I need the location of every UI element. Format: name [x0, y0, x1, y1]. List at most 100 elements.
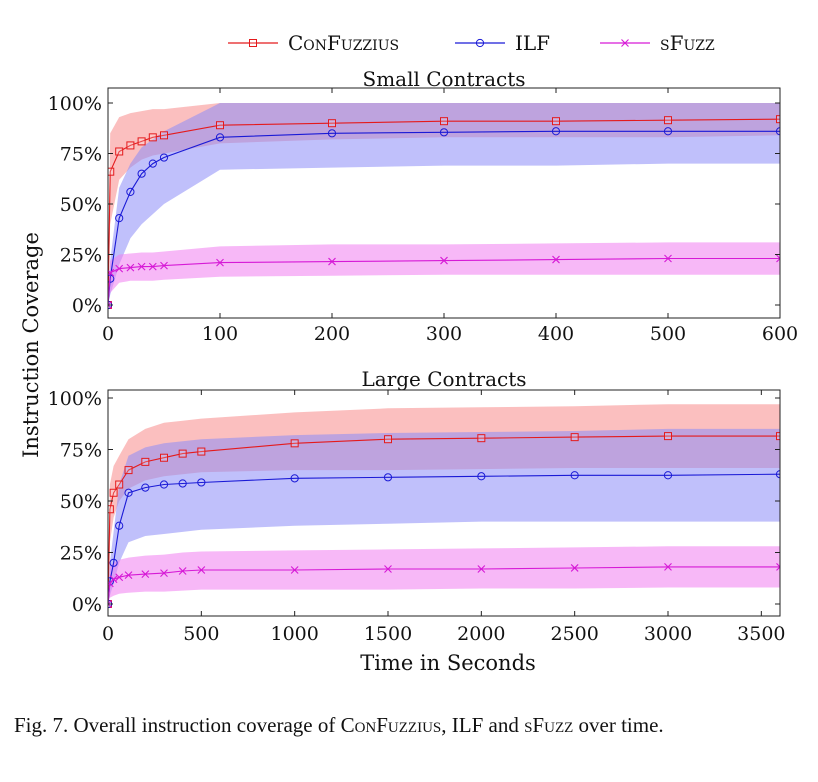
y-tick-label-large: 25%	[60, 543, 102, 565]
x-tick-label-large: 2000	[457, 623, 505, 645]
x-tick-label-small: 600	[762, 323, 798, 345]
point-ilf-large	[124, 488, 133, 497]
point-ilf-large	[290, 474, 299, 483]
x-tick-label-large: 2500	[550, 623, 598, 645]
point-confuzzius-small	[148, 133, 157, 142]
point-sfuzz-large	[776, 563, 780, 571]
point-ilf-large	[570, 471, 579, 480]
band-ilf-large	[108, 428, 780, 604]
point-sfuzz-small	[216, 258, 224, 267]
caption-name-confuzzius: ConFuzzius	[340, 713, 442, 737]
legend-label-ilf: ILF	[515, 31, 550, 55]
point-ilf-small	[327, 129, 337, 138]
point-confuzzius-small	[115, 147, 124, 156]
x-tick-label-large: 1000	[270, 623, 318, 645]
point-confuzzius-small	[137, 137, 146, 146]
x-tick-label-small: 100	[202, 323, 238, 345]
point-ilf-large	[178, 479, 187, 488]
plot-area-large	[108, 404, 780, 609]
point-confuzzius-small	[160, 131, 168, 140]
point-sfuzz-small	[328, 257, 336, 266]
point-sfuzz-small	[126, 263, 135, 272]
y-tick-label-large: 50%	[60, 491, 102, 513]
point-sfuzz-large	[124, 571, 133, 580]
point-sfuzz-large	[570, 564, 579, 572]
point-ilf-small	[115, 214, 124, 223]
caption-prefix: Fig. 7. Overall instruction coverage of	[14, 713, 341, 737]
x-tick-label-small: 300	[426, 323, 462, 345]
point-sfuzz-large	[108, 600, 112, 608]
line-confuzzius-small	[108, 118, 780, 306]
band-ilf-small	[108, 103, 780, 305]
point-sfuzz-small	[776, 254, 780, 263]
y-tick-label-small: 75%	[60, 144, 102, 166]
point-ilf-small	[551, 127, 561, 136]
point-sfuzz-small	[108, 301, 112, 309]
point-sfuzz-large	[109, 575, 118, 584]
point-sfuzz-large	[178, 567, 187, 575]
x-tick-label-small: 0	[102, 323, 114, 345]
y-tick-label-large: 0%	[72, 594, 102, 616]
point-ilf-large	[477, 472, 486, 481]
point-confuzzius-large	[290, 439, 299, 448]
point-ilf-large	[383, 473, 393, 482]
legend-entry-ilf: ILF	[455, 31, 550, 55]
point-sfuzz-small	[148, 262, 157, 271]
legend: ConFuzzius ILF sFuzz	[228, 31, 715, 55]
point-confuzzius-large	[141, 457, 150, 466]
x-tick-label-small: 500	[650, 323, 686, 345]
coverage-figure: ConFuzzius ILF sFuzz Instruction Coverage …	[19, 31, 798, 675]
x-tick-label-large: 500	[183, 623, 219, 645]
point-ilf-large	[197, 478, 206, 487]
x-tick-label-large: 0	[102, 623, 114, 645]
point-sfuzz-small	[115, 264, 124, 273]
point-ilf-large	[109, 558, 118, 567]
point-confuzzius-large	[124, 466, 133, 475]
point-confuzzius-small	[216, 121, 224, 130]
point-confuzzius-small	[664, 116, 672, 125]
y-tick-label-small: 50%	[60, 194, 102, 216]
caption-sep: , ILF and	[441, 713, 525, 737]
point-ilf-small	[663, 127, 673, 136]
legend-entry-confuzzius: ConFuzzius	[228, 31, 399, 55]
plot-area-small	[108, 103, 780, 310]
point-confuzzius-large	[197, 447, 206, 456]
point-sfuzz-large	[115, 573, 124, 582]
panel-large-contracts: Large Contracts 0% 25% 50% 75% 100% 0 500 1000 15…	[48, 367, 786, 645]
point-confuzzius-small	[552, 117, 560, 126]
point-sfuzz-small	[440, 256, 448, 265]
point-sfuzz-small	[137, 262, 146, 271]
x-tick-label-large: 3000	[644, 623, 692, 645]
y-axis-label: Instruction Coverage	[19, 232, 43, 458]
point-ilf-large	[141, 483, 150, 492]
point-ilf-large	[775, 470, 780, 479]
caption-name-sfuzz: sFuzz	[524, 713, 574, 737]
band-sfuzz-small	[108, 242, 780, 305]
y-tick-label-small: 25%	[60, 245, 102, 267]
chart-title-small: Small Contracts	[363, 67, 526, 91]
point-sfuzz-large	[160, 569, 168, 577]
point-sfuzz-large	[197, 566, 206, 574]
legend-entry-sfuzz: sFuzz	[600, 31, 715, 55]
point-confuzzius-large	[108, 505, 114, 514]
point-confuzzius-large	[160, 453, 168, 462]
point-ilf-small	[775, 127, 780, 136]
point-confuzzius-large	[664, 432, 672, 441]
point-sfuzz-large	[477, 565, 486, 573]
y-tick-label-large: 100%	[48, 388, 102, 410]
point-ilf-small	[215, 133, 225, 142]
point-sfuzz-small	[108, 268, 115, 277]
x-axis-label: Time in Seconds	[360, 651, 536, 675]
line-ilf-large	[108, 473, 780, 605]
chart-title-large: Large Contracts	[361, 367, 526, 391]
line-ilf-small	[108, 130, 780, 306]
point-ilf-large	[115, 521, 124, 530]
legend-label-sfuzz: sFuzz	[660, 31, 715, 55]
x-tick-label-small: 200	[314, 323, 350, 345]
point-confuzzius-small	[126, 141, 135, 150]
point-confuzzius-small	[440, 117, 448, 126]
point-sfuzz-large	[384, 565, 392, 573]
legend-marker-sfuzz	[621, 39, 629, 47]
plot-frame-large	[107, 389, 781, 617]
point-ilf-small	[148, 159, 157, 168]
